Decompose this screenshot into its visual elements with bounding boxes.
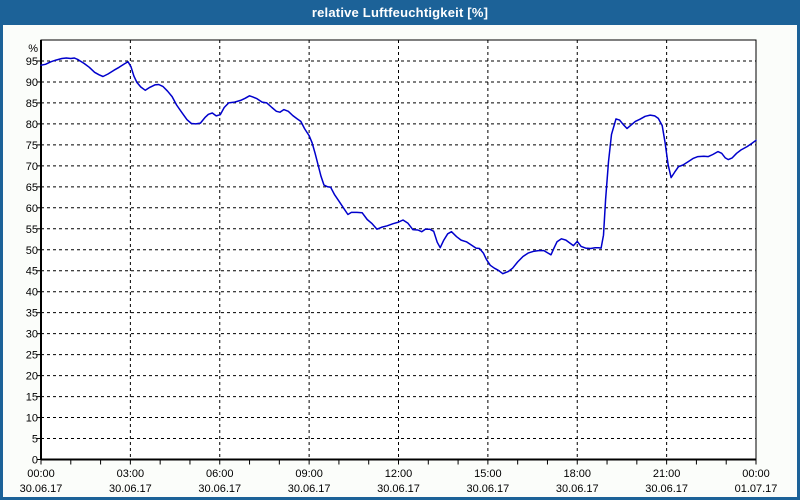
y-axis-label: 85 (26, 98, 38, 110)
y-axis-label: 5 (32, 434, 38, 446)
y-axis-unit-label: % (28, 43, 38, 55)
title-bar: relative Luftfeuchtigkeit [%] (3, 3, 797, 25)
x-axis-date-label: 30.06.17 (556, 483, 599, 495)
y-axis-label: 20 (26, 371, 38, 383)
y-axis-label: 70 (26, 161, 38, 173)
y-axis-label: 90 (26, 77, 38, 89)
window-title: relative Luftfeuchtigkeit [%] (311, 5, 489, 20)
y-axis-label: 25 (26, 350, 38, 362)
x-axis-time-label: 15:00 (474, 468, 502, 480)
y-axis-label: 80 (26, 119, 38, 131)
x-axis-date-label: 30.06.17 (109, 483, 152, 495)
x-axis-date-label: 30.06.17 (198, 483, 241, 495)
x-axis-time-label: 03:00 (117, 468, 145, 480)
y-axis-label: 35 (26, 308, 38, 320)
y-axis-label: 45 (26, 266, 38, 278)
y-axis-label: 55 (26, 224, 38, 236)
x-axis-time-label: 12:00 (385, 468, 413, 480)
y-axis-label: 65 (26, 182, 38, 194)
x-axis-time-label: 21:00 (653, 468, 681, 480)
y-axis-label: 15 (26, 392, 38, 404)
y-axis-label: 60 (26, 203, 38, 215)
x-axis-date-label: 30.06.17 (20, 483, 63, 495)
humidity-series-line (40, 57, 757, 275)
y-axis-label: 10 (26, 413, 38, 425)
x-axis-date-label: 30.06.17 (288, 483, 331, 495)
y-axis-label: 30 (26, 329, 38, 341)
y-axis-label: 75 (26, 140, 38, 152)
x-axis-date-label: 01.07.17 (735, 483, 778, 495)
x-axis-time-label: 00:00 (742, 468, 770, 480)
x-axis-date-label: 30.06.17 (377, 483, 420, 495)
x-axis-date-label: 30.06.17 (466, 483, 509, 495)
y-axis-label: 50 (26, 245, 38, 257)
y-axis-label: 0 (32, 455, 38, 467)
x-axis-time-label: 09:00 (295, 468, 323, 480)
x-axis-date-label: 30.06.17 (645, 483, 688, 495)
x-axis-time-label: 00:00 (27, 468, 55, 480)
x-axis-time-label: 06:00 (206, 468, 234, 480)
y-axis-label: 95 (26, 56, 38, 68)
x-axis-time-label: 18:00 (563, 468, 591, 480)
y-axis-label: 40 (26, 287, 38, 299)
